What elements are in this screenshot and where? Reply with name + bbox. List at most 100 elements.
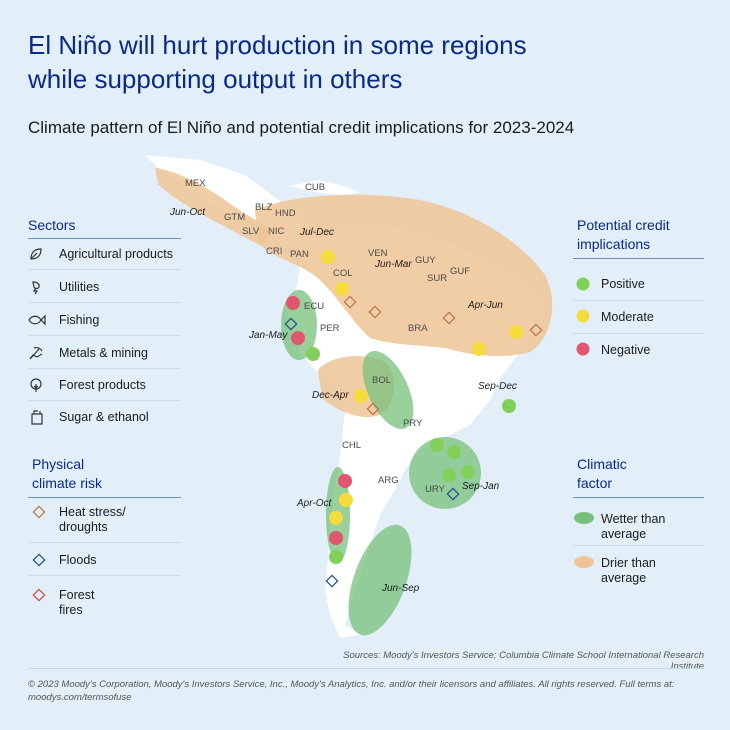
wetter-zone-bolivia	[362, 351, 414, 429]
label-chl: CHL	[342, 440, 361, 451]
label-bol: BOL	[372, 375, 391, 386]
credit-heading-line-2: implications	[577, 236, 651, 252]
risk-floods: Floods	[59, 553, 97, 567]
credit-negative: Negative	[601, 343, 651, 357]
heat-stress-marker	[343, 295, 357, 309]
sectors-divider	[28, 238, 181, 239]
climatic-wetter-line-1: Wetter than	[601, 512, 666, 526]
risk-heat-stress-line-1: Heat stress/	[59, 505, 126, 519]
sector-agricultural-products: Agricultural products	[59, 247, 173, 261]
period-sep-dec: Sep-Dec	[478, 381, 517, 392]
sector-divider	[28, 302, 181, 303]
climatic-divider-row	[573, 545, 704, 546]
moderate-marker	[339, 493, 353, 507]
positive-marker	[461, 465, 475, 479]
label-ecu: ECU	[304, 301, 324, 312]
label-sur: SUR	[427, 273, 447, 284]
subtitle: Climate pattern of El Niño and potential…	[28, 118, 575, 137]
sector-divider	[28, 400, 181, 401]
leaf-icon	[30, 248, 42, 260]
heat-stress-diamond-icon	[32, 505, 46, 519]
moderate-marker	[329, 511, 343, 525]
negative-dot-icon	[576, 342, 590, 356]
land-cuba	[290, 180, 360, 195]
moderate-marker	[509, 325, 523, 339]
forest-fire-diamond-icon	[32, 588, 46, 602]
risk-markers	[284, 295, 543, 588]
drier-swatch-icon	[574, 556, 594, 568]
credit-divider-row	[573, 300, 704, 301]
credit-positive: Positive	[601, 277, 645, 291]
sector-metals-mining: Metals & mining	[59, 346, 148, 360]
tree-icon	[30, 378, 42, 392]
sector-divider	[28, 368, 181, 369]
source-note: Sources: Moody's Investors Service; Colu…	[343, 650, 704, 672]
physical-risk-heading-line-1: Physical	[32, 456, 85, 472]
page-title: El Niño will hurt production in some reg…	[28, 28, 648, 96]
label-col: COL	[333, 268, 353, 279]
period-jun-mar: Jun-Mar	[374, 259, 412, 270]
label-slv: SLV	[242, 226, 260, 237]
credit-markers	[286, 250, 523, 564]
sector-sugar-ethanol: Sugar & ethanol	[59, 410, 149, 424]
label-ury: URY	[425, 484, 446, 495]
label-hnd: HND	[275, 208, 296, 219]
negative-marker	[329, 531, 343, 545]
heat-stress-marker	[366, 402, 380, 416]
period-apr-jun: Apr-Jun	[467, 300, 503, 311]
label-per: PER	[320, 323, 340, 334]
jar-icon	[31, 410, 43, 425]
lightning-icon	[32, 281, 40, 295]
label-pan: PAN	[290, 249, 309, 260]
title-line-1: El Niño will hurt production in some reg…	[28, 30, 527, 60]
climatic-drier-line-2: average	[601, 571, 647, 585]
negative-marker	[291, 331, 305, 345]
risk-heat-stress-line-2: droughts	[59, 520, 108, 534]
positive-marker	[442, 468, 456, 482]
climatic-wetter: Wetter than average	[601, 512, 665, 542]
positive-marker	[306, 347, 320, 361]
copyright-note: © 2023 Moody's Corporation, Moody's Inve…	[28, 679, 675, 703]
positive-marker	[447, 445, 461, 459]
label-guy: GUY	[415, 255, 436, 266]
credit-divider-row	[573, 333, 704, 334]
climatic-divider	[573, 497, 704, 498]
credit-heading: Potential credit implications	[577, 216, 670, 254]
sector-divider	[28, 335, 181, 336]
period-apr-oct: Apr-Oct	[296, 498, 332, 509]
wetter-swatch-icon	[574, 512, 594, 524]
heat-stress-marker	[442, 311, 456, 325]
climatic-drier-line-1: Drier than	[601, 556, 656, 570]
positive-dot-icon	[576, 277, 590, 291]
label-nic: NIC	[268, 226, 285, 237]
flood-marker	[446, 487, 460, 501]
positive-marker	[329, 550, 343, 564]
label-mex: MEX	[185, 178, 206, 189]
climatic-heading: Climatic factor	[577, 455, 627, 493]
climatic-wetter-line-2: average	[601, 527, 647, 541]
risk-heat-stress: Heat stress/ droughts	[59, 505, 126, 535]
flood-marker	[325, 574, 339, 588]
moderate-marker	[354, 389, 368, 403]
label-cub: CUB	[305, 182, 325, 193]
fish-icon	[28, 314, 46, 326]
country-labels: MEX CUB BLZ GTM HND SLV NIC CRI PAN VEN …	[185, 178, 470, 495]
climatic-heading-line-1: Climatic	[577, 456, 627, 472]
title-line-2: while supporting output in others	[28, 64, 403, 94]
credit-heading-line-1: Potential credit	[577, 217, 670, 233]
drier-zone-mexico	[155, 168, 272, 246]
moderate-marker	[335, 282, 349, 296]
moderate-dot-icon	[576, 309, 590, 323]
label-cri: CRI	[266, 246, 282, 257]
positive-marker	[502, 399, 516, 413]
positive-marker	[430, 438, 444, 452]
credit-moderate: Moderate	[601, 310, 654, 324]
period-jun-sep: Jun-Sep	[381, 583, 420, 594]
moderate-marker	[321, 250, 335, 264]
physical-risk-heading: Physical climate risk	[32, 455, 102, 493]
physical-risk-divider	[28, 497, 181, 498]
risk-forest-fires: Forest fires	[59, 588, 94, 618]
label-bra: BRA	[408, 323, 428, 334]
risk-divider	[28, 542, 181, 543]
